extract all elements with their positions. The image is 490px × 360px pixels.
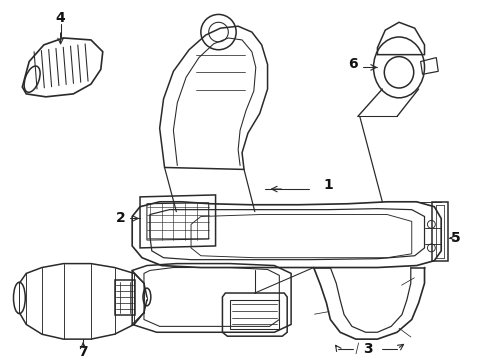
Text: 1: 1: [323, 178, 333, 192]
Text: 4: 4: [56, 12, 66, 25]
Text: 7: 7: [78, 345, 88, 359]
Text: 6: 6: [348, 58, 358, 71]
Text: 5: 5: [451, 231, 461, 245]
Text: 3: 3: [363, 342, 372, 356]
Text: 2: 2: [116, 211, 125, 225]
